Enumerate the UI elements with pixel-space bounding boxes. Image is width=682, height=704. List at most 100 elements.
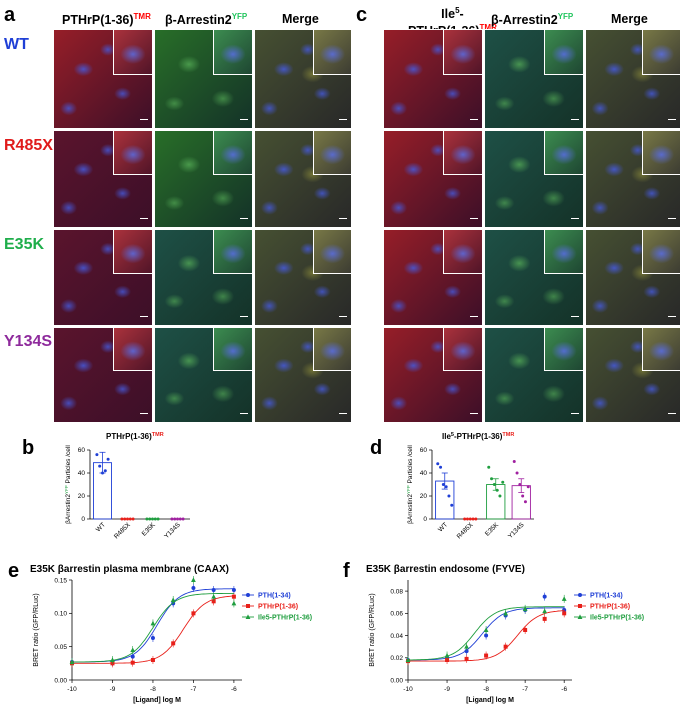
y-tick-label: 0.10	[54, 611, 67, 618]
micrograph-c-r2-c1	[383, 130, 483, 228]
y-tick-label: 20	[420, 493, 428, 500]
micrograph-a-r2-c3	[254, 130, 352, 228]
data-point	[170, 517, 174, 521]
scale-bar	[571, 119, 579, 124]
fit-curve	[71, 592, 234, 663]
x-tick-label: -10	[403, 686, 413, 693]
y-axis-label: βArrestin2YFP Particles /cell	[64, 445, 72, 524]
chart-title-pre: Ile	[442, 432, 451, 441]
scale-bar	[240, 316, 248, 321]
data-point	[450, 503, 454, 507]
scale-bar	[339, 119, 347, 124]
fit-curve	[72, 595, 234, 664]
data-point	[211, 599, 216, 604]
col-header-pthrp: PTHrP(1-36)TMR	[62, 12, 151, 27]
x-tick-label: Y134S	[507, 521, 526, 540]
y-label-pre: βArrestin2	[407, 494, 414, 524]
scale-bar	[140, 316, 148, 321]
row-label-r485x: R485X	[4, 137, 53, 154]
scale-bar	[240, 218, 248, 223]
panel-letter-e: e	[8, 560, 20, 582]
data-point	[176, 517, 179, 521]
scale-bar	[470, 316, 478, 321]
zoom-inset	[312, 30, 351, 76]
scale-bar	[339, 413, 347, 418]
data-point	[447, 494, 451, 498]
chart-title: PTHrP(1-36)TMR	[106, 432, 164, 441]
zoom-inset	[442, 230, 482, 274]
data-point	[474, 517, 478, 521]
x-tick-label: -9	[110, 686, 116, 693]
x-tick-label: -8	[483, 686, 489, 693]
zoom-inset	[213, 328, 252, 372]
zoom-inset	[642, 131, 680, 176]
panel-letter-a: a	[4, 4, 16, 26]
scale-bar	[240, 119, 248, 124]
x-tick-label: -7	[522, 686, 528, 693]
micrograph-a-r1-c2	[154, 29, 253, 129]
row-label-y134s: Y134S	[4, 333, 53, 350]
zoom-inset	[312, 131, 351, 176]
data-point	[191, 586, 196, 590]
scale-bar	[339, 316, 347, 321]
micrograph-a-r1-c1	[53, 29, 153, 129]
micrograph-a-r4-c1	[53, 327, 153, 423]
data-point	[463, 517, 467, 521]
data-point	[405, 657, 411, 662]
scale-bar	[140, 119, 148, 124]
data-point	[439, 465, 443, 469]
data-point	[191, 611, 196, 616]
data-point	[526, 485, 530, 489]
data-point	[211, 588, 216, 592]
x-tick-label: -9	[444, 686, 450, 693]
panel-letter-b: b	[22, 437, 35, 459]
ile-pthrp-sup: TMR	[479, 23, 497, 33]
x-tick-label: E35K	[484, 521, 501, 538]
data-point	[464, 656, 469, 661]
micrograph-c-r2-c3	[585, 130, 681, 228]
data-point	[101, 471, 104, 475]
zoom-inset	[543, 328, 583, 372]
x-tick-label: -7	[191, 686, 197, 693]
data-point	[150, 636, 155, 640]
data-point	[191, 577, 196, 582]
col-header-merge: Merge	[282, 12, 319, 26]
data-point	[436, 462, 440, 466]
data-point	[170, 597, 176, 602]
data-point	[130, 654, 135, 659]
ile-text: Ile	[441, 7, 456, 22]
col-header-arrestin-c-text: β-Arrestin2	[491, 13, 558, 28]
zoom-inset	[112, 230, 152, 274]
data-point	[464, 644, 469, 649]
y-tick-label: 0.02	[390, 655, 403, 662]
zoom-inset	[112, 30, 152, 76]
data-point	[445, 658, 450, 662]
x-tick-label: R485X	[456, 521, 475, 540]
chart-title: E35K βarrestin endosome (FYVE)	[366, 564, 525, 575]
legend-label: PTH(1-34)	[258, 592, 291, 599]
data-point	[441, 483, 445, 486]
data-point	[503, 610, 509, 616]
zoom-inset	[642, 328, 680, 372]
data-point	[153, 517, 157, 521]
data-point	[150, 658, 155, 662]
data-point	[515, 471, 519, 475]
data-point	[110, 657, 115, 662]
y-tick-label: 0.06	[390, 611, 403, 618]
data-point	[503, 644, 508, 649]
data-point	[69, 659, 75, 664]
data-point	[483, 627, 489, 632]
data-point	[490, 477, 494, 481]
zoom-inset	[442, 30, 482, 76]
data-point	[130, 647, 136, 652]
data-point	[151, 517, 154, 521]
data-point	[487, 465, 491, 469]
data-point	[98, 464, 102, 468]
data-point	[492, 483, 496, 486]
data-point	[468, 517, 472, 521]
y-axis-label: βArrestin2YFP Particles /cell	[406, 445, 414, 524]
y-tick-label: 0.08	[390, 588, 403, 595]
y-label-post: Particles /cell	[65, 445, 72, 486]
scale-bar	[470, 413, 478, 418]
data-point	[561, 596, 567, 601]
